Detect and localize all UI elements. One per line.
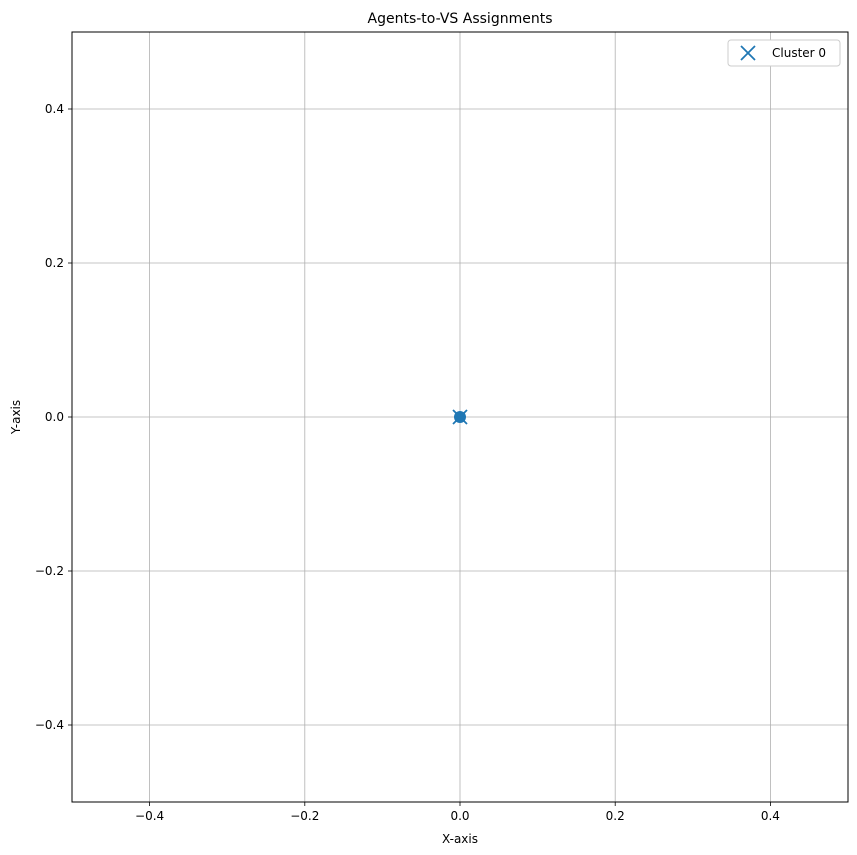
plot-frame <box>71 31 849 803</box>
legend-box <box>727 39 841 67</box>
data-points <box>452 409 468 425</box>
x-tick-label: −0.2 <box>290 809 319 823</box>
y-tick-label: 0.0 <box>45 410 64 424</box>
x-tick-label: 0.4 <box>761 809 780 823</box>
legend-marker <box>740 45 756 61</box>
x-tick-label: 0.2 <box>606 809 625 823</box>
y-tick-label: 0.4 <box>45 102 64 116</box>
y-tick-label: −0.2 <box>35 564 64 578</box>
axis-ticks: −0.4 −0.2 0.0 0.2 0.4 −0.4 −0.2 0.0 0.2 0.4 <box>35 102 780 823</box>
legend: Cluster 0 <box>727 39 841 67</box>
chart-title: Agents-to-VS Assignments <box>368 11 553 27</box>
y-tick-label: 0.2 <box>45 256 64 270</box>
x-axis-label: X-axis <box>442 832 478 846</box>
y-tick-label: −0.4 <box>35 718 64 732</box>
x-tick-label: −0.4 <box>135 809 164 823</box>
legend-label: Cluster 0 <box>772 46 826 60</box>
x-tick-label: 0.0 <box>450 809 469 823</box>
y-axis-label: Y-axis <box>9 400 23 435</box>
center-point <box>454 411 466 423</box>
